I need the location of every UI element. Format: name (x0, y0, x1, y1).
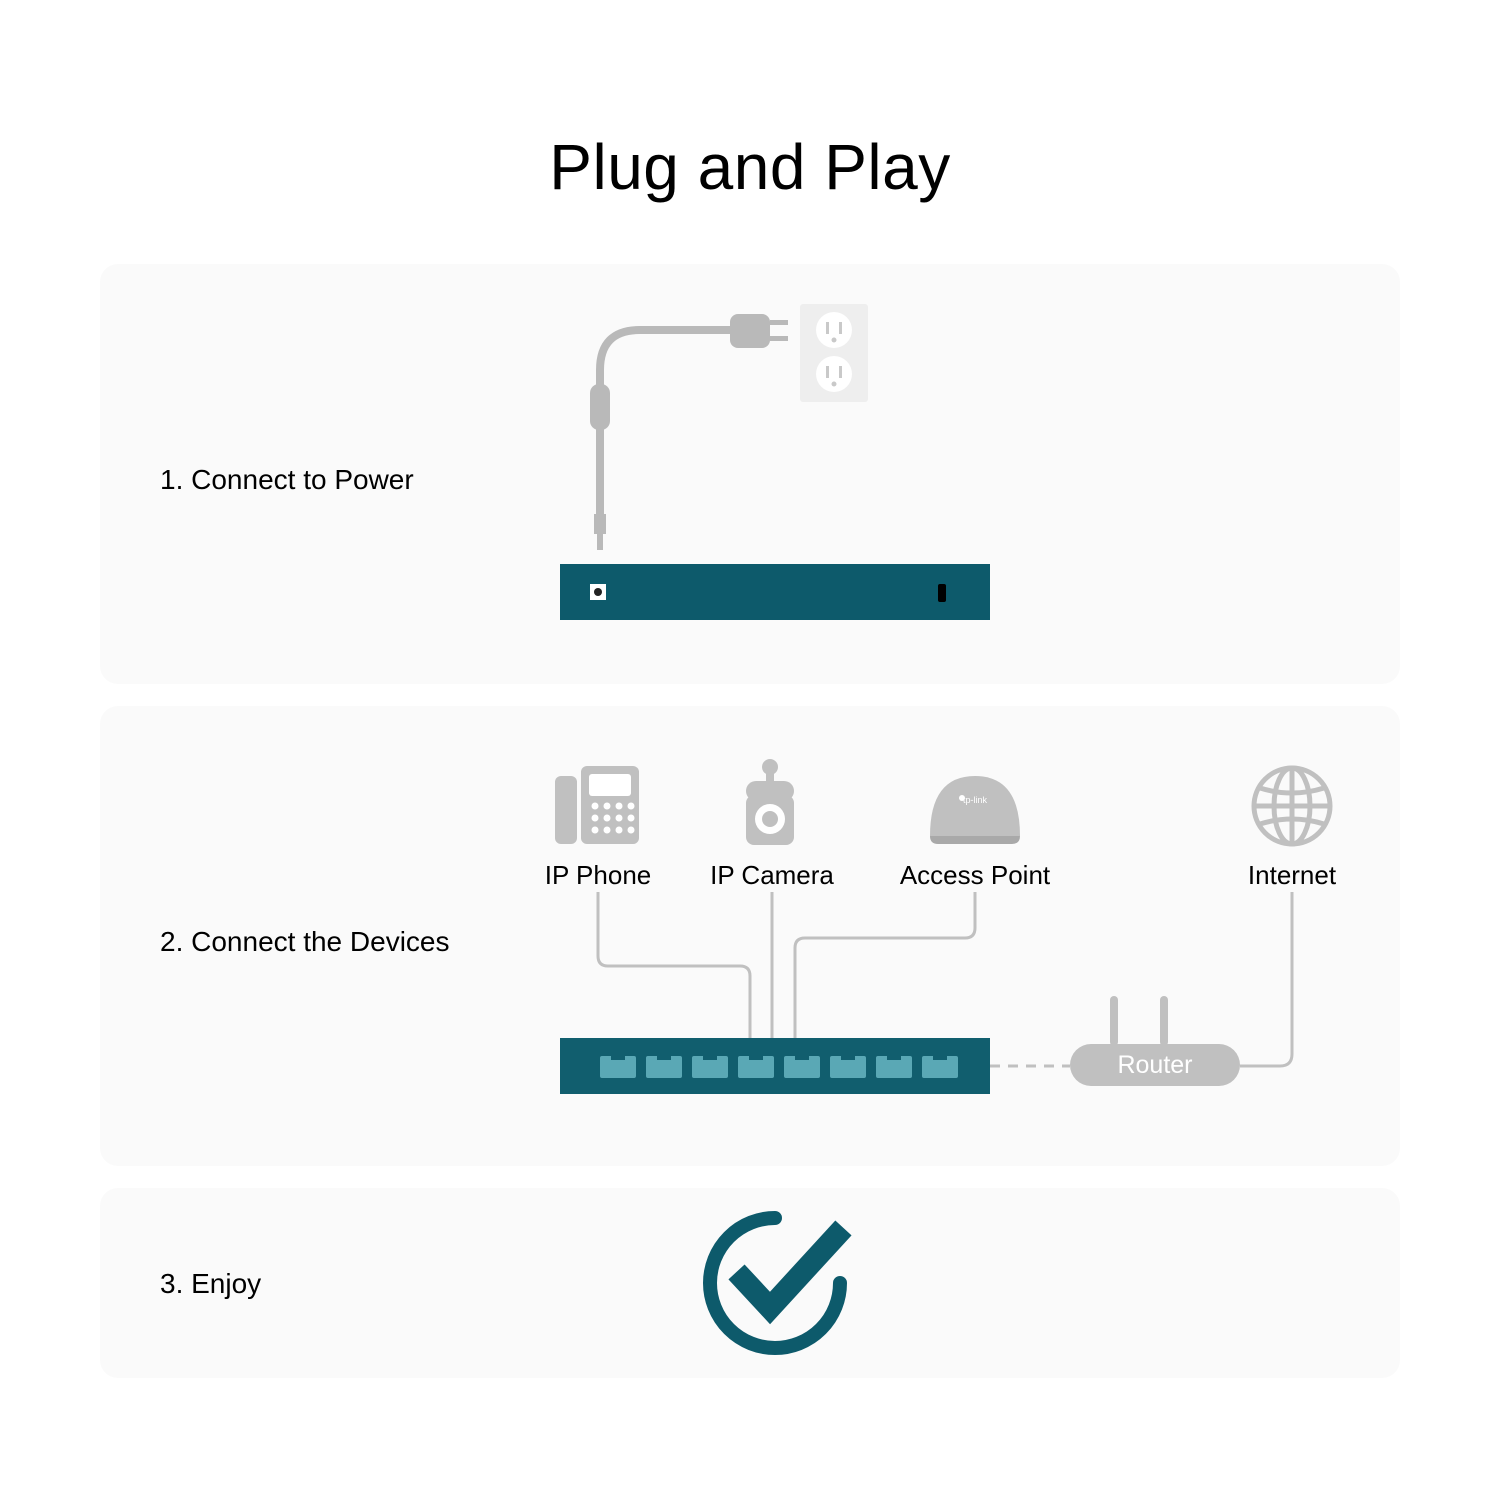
ip-phone-icon (555, 766, 639, 844)
power-plug-icon (730, 314, 788, 348)
router-icon: Router (1070, 996, 1240, 1086)
power-cable (600, 330, 732, 516)
dc-plug-icon (594, 514, 606, 534)
checkmark-icon (710, 1218, 840, 1348)
ip-camera-icon (746, 759, 794, 845)
access-point-icon: tp-link (930, 776, 1020, 844)
svg-text:tp-link: tp-link (963, 795, 988, 805)
device-cables (598, 892, 975, 1038)
step1-panel: 1. Connect to Power (100, 264, 1400, 684)
access-point-label: Access Point (900, 860, 1051, 890)
step3-panel: 3. Enjoy (100, 1188, 1400, 1378)
router-internet-cable (1240, 892, 1292, 1066)
ferrite-icon (590, 384, 610, 430)
step2-panel: 2. Connect the Devices IP Phone IP Camer… (100, 706, 1400, 1166)
page-title: Plug and Play (0, 0, 1500, 264)
internet-icon (1254, 768, 1330, 844)
switch-front-icon (560, 1038, 990, 1094)
step3-diagram (100, 1188, 1400, 1378)
switch-rear-icon (560, 564, 990, 620)
step2-diagram: IP Phone IP Camera tp-link Access Point (100, 706, 1400, 1166)
internet-label: Internet (1248, 860, 1337, 890)
router-label: Router (1117, 1051, 1192, 1079)
ip-phone-label: IP Phone (545, 860, 652, 890)
wall-outlet-icon (800, 304, 868, 402)
ip-camera-label: IP Camera (710, 860, 834, 890)
step1-diagram (100, 264, 1400, 684)
